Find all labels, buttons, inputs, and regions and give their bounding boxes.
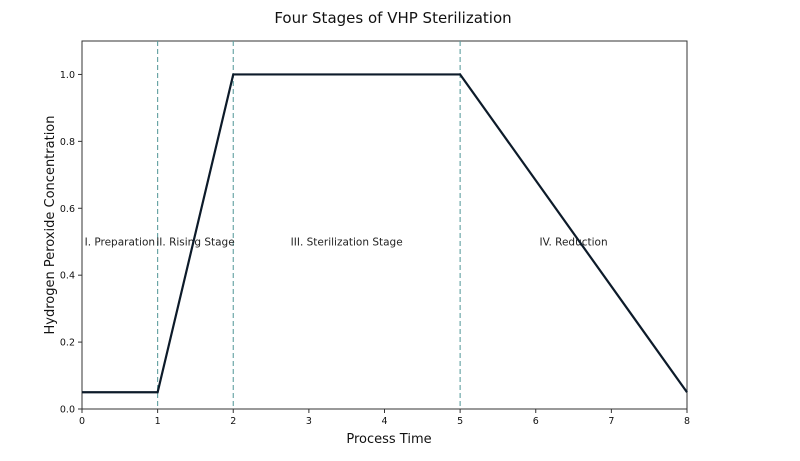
x-tick-label: 3 [306, 416, 312, 427]
stage-label: II. Rising Stage [156, 237, 234, 249]
stage-labels: I. Preparation II. Rising Stage III. Steri… [85, 237, 608, 249]
x-tick-label: 1 [155, 416, 161, 427]
y-tick-label: 0.6 [60, 204, 75, 215]
y-axis-label: Hydrogen Peroxide Concentration [43, 116, 58, 335]
stage-label: I. Preparation [85, 237, 155, 249]
y-tick-label: 0.8 [60, 137, 75, 148]
x-tick-label: 6 [533, 416, 539, 427]
x-tick-label: 7 [608, 416, 614, 427]
y-axis: 0.0 0.2 0.4 0.6 0.8 1.0 [60, 70, 82, 416]
stage-label: III. Sterilization Stage [291, 237, 403, 249]
x-axis: 0 1 2 3 4 5 6 7 8 [79, 409, 690, 427]
x-axis-label: Process Time [346, 432, 431, 447]
plot-area-frame [81, 40, 688, 410]
x-tick-label: 8 [684, 416, 690, 427]
x-tick-label: 5 [457, 416, 463, 427]
series-layer [82, 73, 688, 394]
concentration-line [82, 73, 688, 394]
x-tick-label: 2 [230, 416, 236, 427]
stage-label: IV. Reduction [540, 237, 608, 249]
x-tick-label: 0 [79, 416, 85, 427]
stage-boundaries [157, 41, 461, 409]
y-tick-label: 0.2 [60, 338, 75, 349]
y-tick-label: 0.4 [60, 271, 75, 282]
x-tick-label: 4 [381, 416, 387, 427]
y-tick-label: 1.0 [60, 70, 75, 81]
y-tick-label: 0.0 [60, 405, 75, 416]
chart-title: Four Stages of VHP Sterilization [274, 9, 511, 27]
